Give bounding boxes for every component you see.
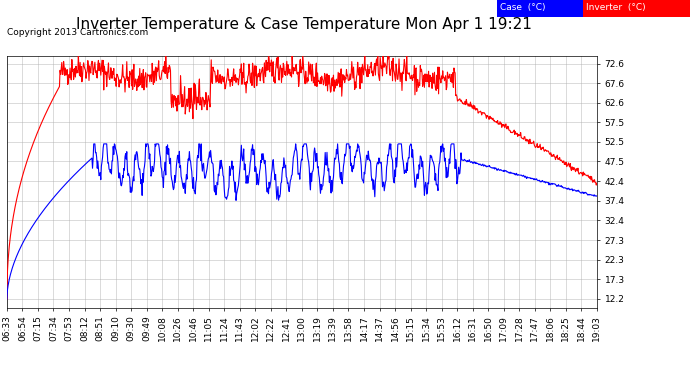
Text: Case  (°C): Case (°C) (500, 3, 546, 12)
Text: Inverter  (°C): Inverter (°C) (586, 3, 646, 12)
Text: Inverter Temperature & Case Temperature Mon Apr 1 19:21: Inverter Temperature & Case Temperature … (76, 17, 531, 32)
Text: Copyright 2013 Cartronics.com: Copyright 2013 Cartronics.com (7, 28, 148, 37)
